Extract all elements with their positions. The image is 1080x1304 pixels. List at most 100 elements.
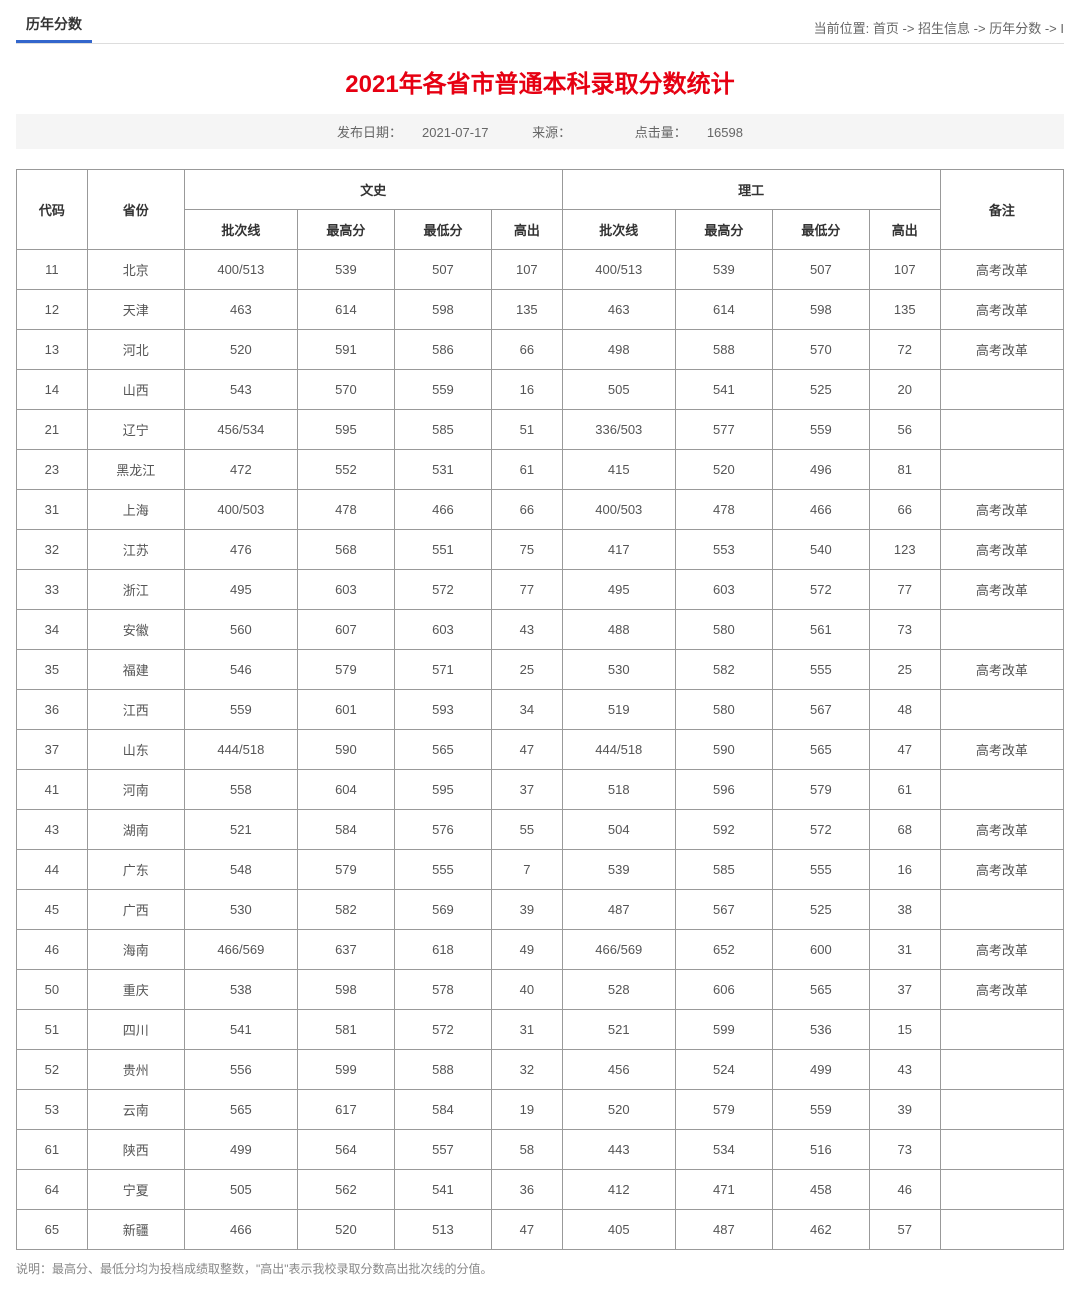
cell-l_min: 559 xyxy=(772,410,869,450)
cell-l_min: 536 xyxy=(772,1010,869,1050)
crumb-admission[interactable]: 招生信息 xyxy=(918,21,970,36)
cell-l_over: 16 xyxy=(869,850,940,890)
cell-l_over: 107 xyxy=(869,250,940,290)
cell-remark: 高考改革 xyxy=(940,730,1063,770)
table-row: 31上海400/50347846666400/50347846666高考改革 xyxy=(17,490,1064,530)
th-ligong: 理工 xyxy=(562,170,940,210)
cell-w_max: 568 xyxy=(297,530,394,570)
cell-l_max: 487 xyxy=(675,1210,772,1250)
cell-code: 53 xyxy=(17,1090,88,1130)
cell-l_over: 31 xyxy=(869,930,940,970)
cell-w_min: 466 xyxy=(394,490,491,530)
cell-l_min: 565 xyxy=(772,970,869,1010)
cell-w_max: 595 xyxy=(297,410,394,450)
cell-l_over: 73 xyxy=(869,610,940,650)
cell-l_over: 15 xyxy=(869,1010,940,1050)
cell-l_min: 516 xyxy=(772,1130,869,1170)
cell-code: 23 xyxy=(17,450,88,490)
cell-code: 61 xyxy=(17,1130,88,1170)
cell-l_min: 572 xyxy=(772,570,869,610)
cell-code: 52 xyxy=(17,1050,88,1090)
cell-w_max: 617 xyxy=(297,1090,394,1130)
cell-w_max: 520 xyxy=(297,1210,394,1250)
cell-l_batch: 505 xyxy=(562,370,675,410)
cell-prov: 安徽 xyxy=(87,610,184,650)
cell-prov: 山东 xyxy=(87,730,184,770)
cell-code: 44 xyxy=(17,850,88,890)
cell-l_batch: 520 xyxy=(562,1090,675,1130)
cell-remark xyxy=(940,690,1063,730)
cell-w_max: 552 xyxy=(297,450,394,490)
table-row: 14山西5435705591650554152520 xyxy=(17,370,1064,410)
crumb-home[interactable]: 首页 xyxy=(873,21,899,36)
cell-l_batch: 443 xyxy=(562,1130,675,1170)
cell-l_max: 520 xyxy=(675,450,772,490)
cell-w_min: 598 xyxy=(394,290,491,330)
cell-l_batch: 539 xyxy=(562,850,675,890)
cell-w_batch: 541 xyxy=(184,1010,297,1050)
cell-w_batch: 466 xyxy=(184,1210,297,1250)
cell-w_batch: 548 xyxy=(184,850,297,890)
th-province: 省份 xyxy=(87,170,184,250)
cell-l_max: 614 xyxy=(675,290,772,330)
cell-l_min: 466 xyxy=(772,490,869,530)
cell-l_min: 555 xyxy=(772,650,869,690)
cell-prov: 北京 xyxy=(87,250,184,290)
th-wenshi: 文史 xyxy=(184,170,562,210)
cell-code: 45 xyxy=(17,890,88,930)
cell-w_batch: 466/569 xyxy=(184,930,297,970)
cell-prov: 江苏 xyxy=(87,530,184,570)
cell-code: 36 xyxy=(17,690,88,730)
meta-date-label: 发布日期： xyxy=(337,125,402,140)
cell-code: 34 xyxy=(17,610,88,650)
table-row: 37山东444/51859056547444/51859056547高考改革 xyxy=(17,730,1064,770)
cell-w_over: 36 xyxy=(491,1170,562,1210)
cell-w_min: 551 xyxy=(394,530,491,570)
cell-l_over: 25 xyxy=(869,650,940,690)
th-l-min: 最低分 xyxy=(772,210,869,250)
cell-w_batch: 400/503 xyxy=(184,490,297,530)
cell-l_max: 553 xyxy=(675,530,772,570)
cell-w_over: 25 xyxy=(491,650,562,690)
scores-table: 代码 省份 文史 理工 备注 批次线 最高分 最低分 高出 批次线 最高分 最低… xyxy=(16,169,1064,1250)
cell-w_min: 618 xyxy=(394,930,491,970)
tab-history-scores[interactable]: 历年分数 xyxy=(16,8,92,43)
cell-l_batch: 530 xyxy=(562,650,675,690)
cell-prov: 河南 xyxy=(87,770,184,810)
cell-l_min: 462 xyxy=(772,1210,869,1250)
cell-w_over: 135 xyxy=(491,290,562,330)
th-w-min: 最低分 xyxy=(394,210,491,250)
cell-w_batch: 400/513 xyxy=(184,250,297,290)
cell-prov: 湖南 xyxy=(87,810,184,850)
cell-remark: 高考改革 xyxy=(940,810,1063,850)
cell-l_over: 37 xyxy=(869,970,940,1010)
footnote: 说明：最高分、最低分均为投档成绩取整数，"高出"表示我校录取分数高出批次线的分值… xyxy=(0,1250,1080,1287)
cell-w_batch: 560 xyxy=(184,610,297,650)
page-title: 2021年各省市普通本科录取分数统计 xyxy=(0,64,1080,99)
cell-prov: 新疆 xyxy=(87,1210,184,1250)
table-row: 21辽宁456/53459558551336/50357755956 xyxy=(17,410,1064,450)
cell-prov: 海南 xyxy=(87,930,184,970)
cell-l_over: 77 xyxy=(869,570,940,610)
cell-remark: 高考改革 xyxy=(940,570,1063,610)
cell-l_max: 567 xyxy=(675,890,772,930)
cell-prov: 贵州 xyxy=(87,1050,184,1090)
cell-remark xyxy=(940,890,1063,930)
cell-w_batch: 456/534 xyxy=(184,410,297,450)
cell-l_max: 580 xyxy=(675,610,772,650)
th-w-max: 最高分 xyxy=(297,210,394,250)
cell-l_over: 20 xyxy=(869,370,940,410)
cell-w_over: 77 xyxy=(491,570,562,610)
breadcrumb: 当前位置: 首页 -> 招生信息 -> 历年分数 -> I xyxy=(814,18,1064,43)
cell-w_max: 570 xyxy=(297,370,394,410)
cell-l_max: 539 xyxy=(675,250,772,290)
cell-remark: 高考改革 xyxy=(940,930,1063,970)
cell-l_batch: 498 xyxy=(562,330,675,370)
cell-remark: 高考改革 xyxy=(940,530,1063,570)
crumb-scores[interactable]: 历年分数 xyxy=(989,21,1041,36)
cell-prov: 四川 xyxy=(87,1010,184,1050)
cell-code: 65 xyxy=(17,1210,88,1250)
cell-w_max: 478 xyxy=(297,490,394,530)
cell-l_min: 598 xyxy=(772,290,869,330)
cell-w_max: 564 xyxy=(297,1130,394,1170)
